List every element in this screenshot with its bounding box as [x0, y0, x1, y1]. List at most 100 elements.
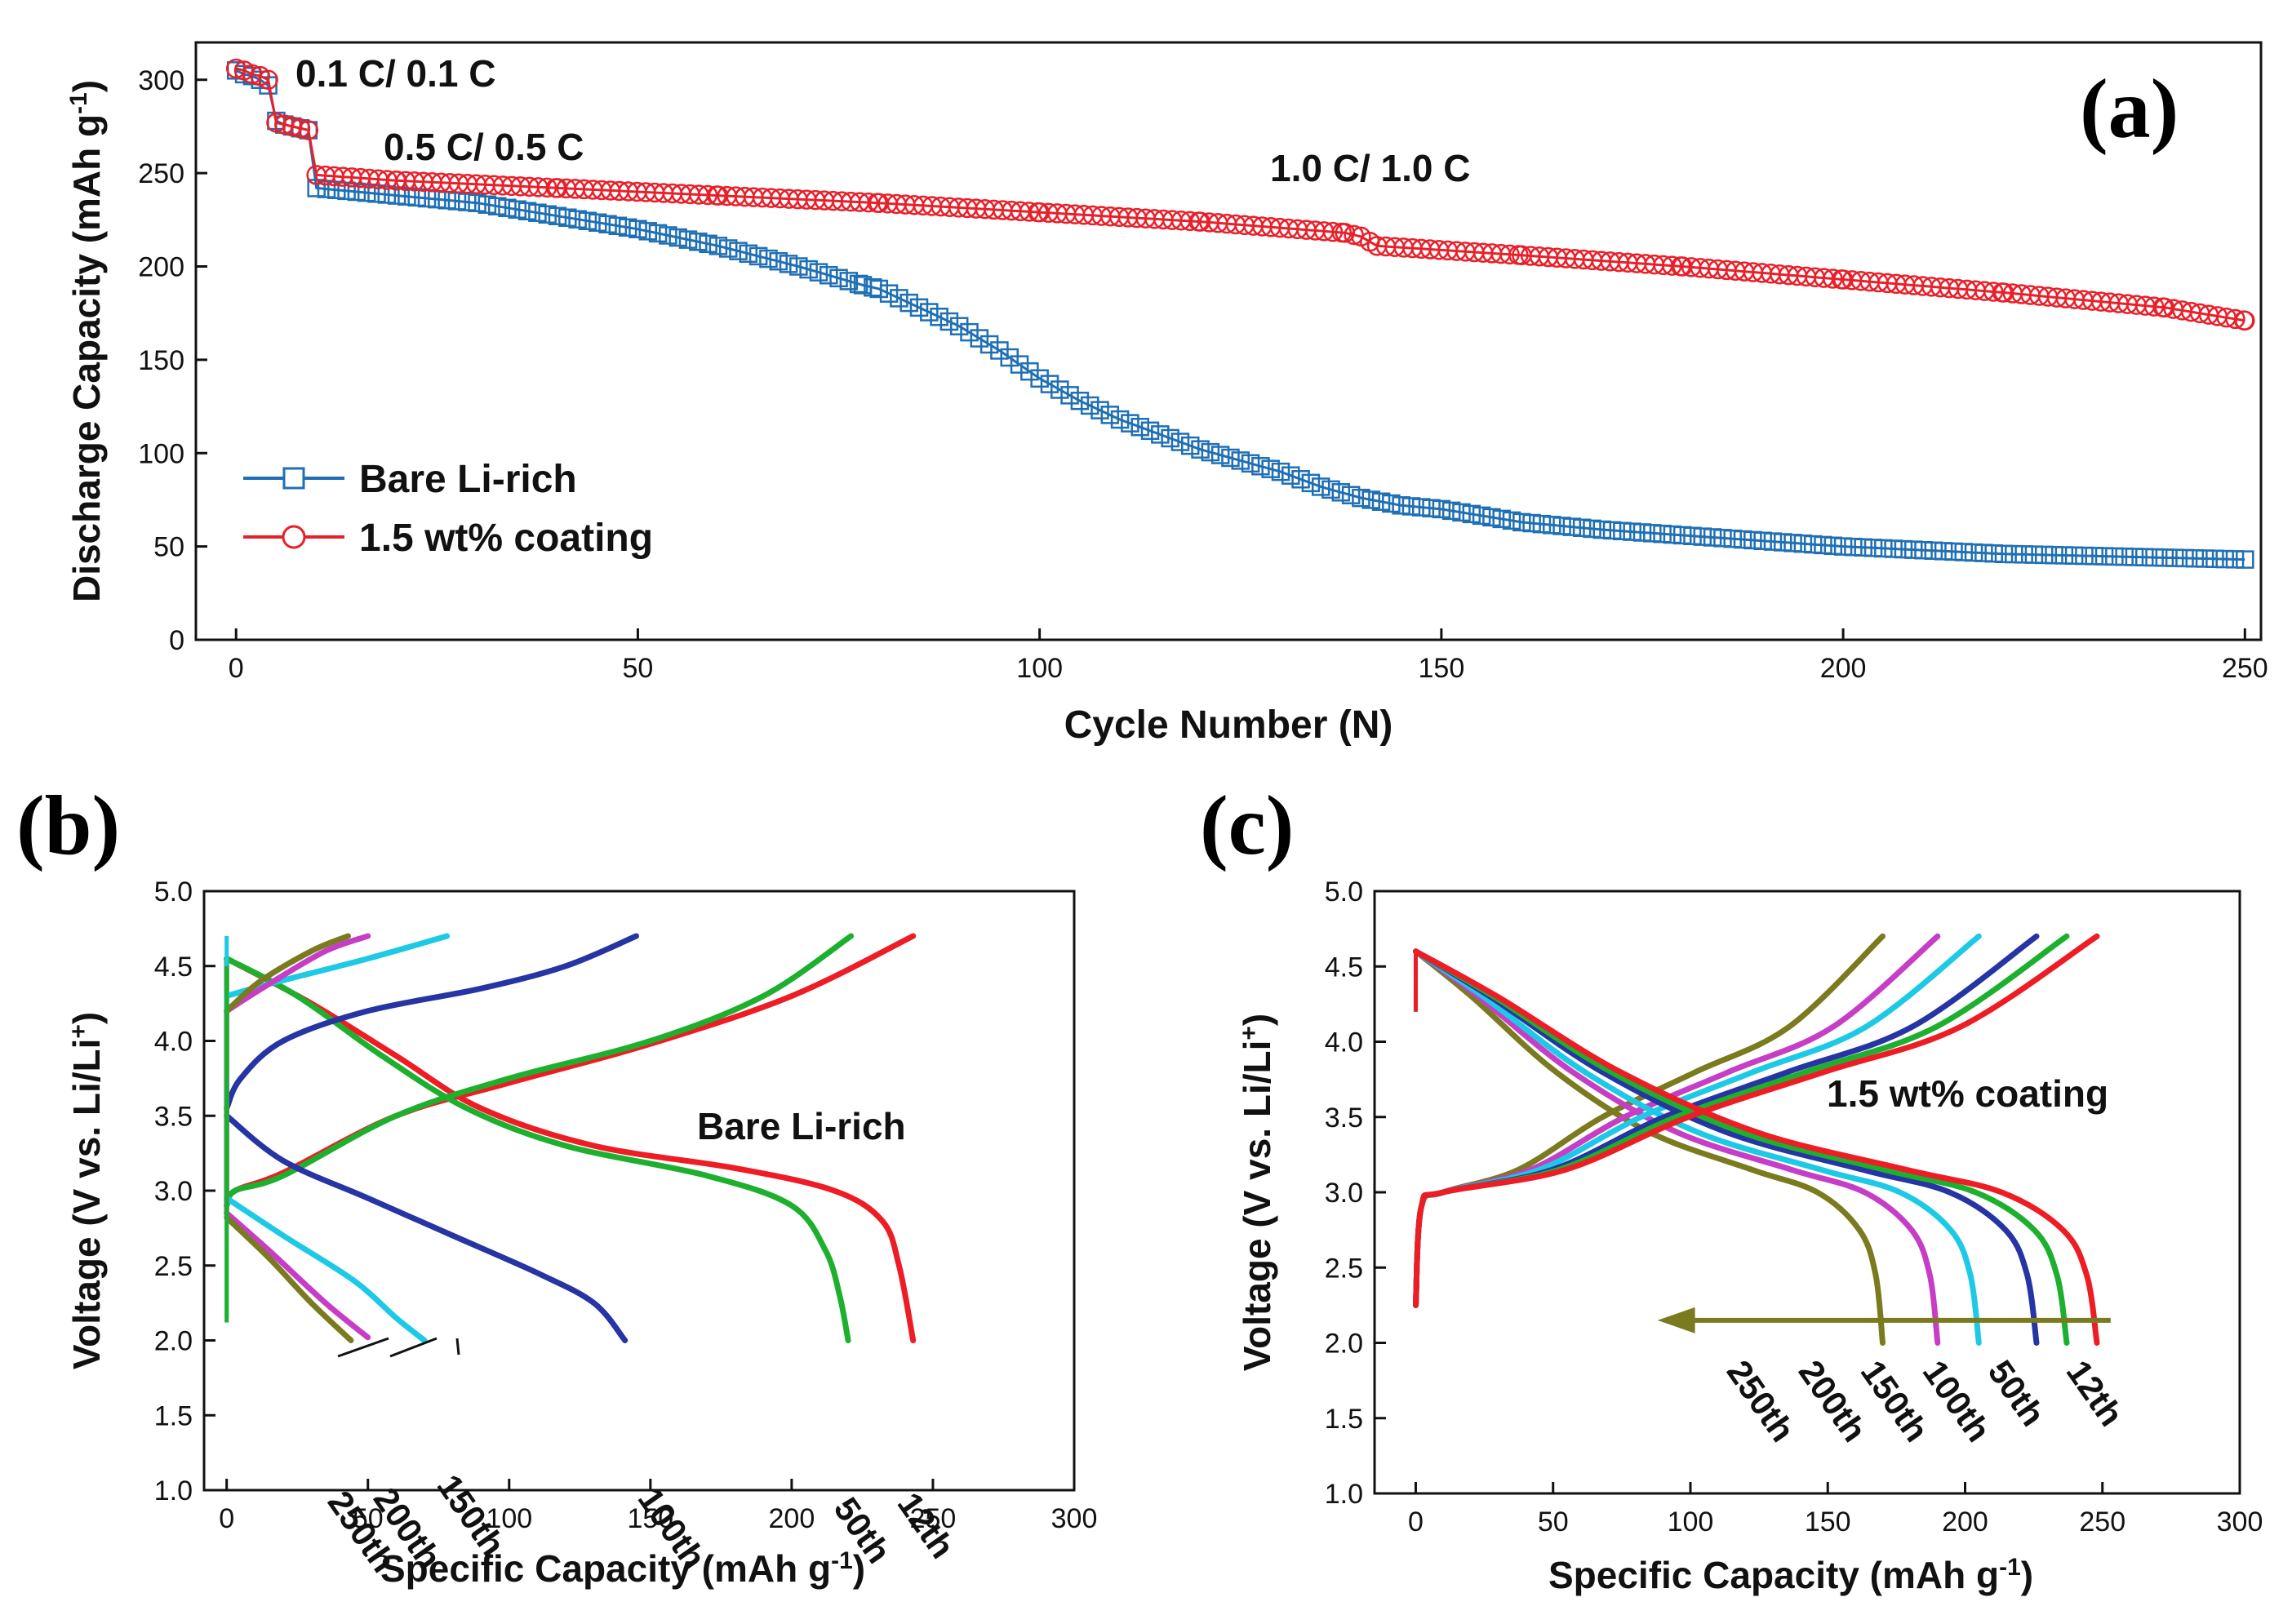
- data-point: [2034, 545, 2054, 565]
- y-tick-label: 150: [138, 345, 184, 376]
- data-point: [970, 329, 989, 348]
- axis-title-main: Specific Capacity (mAh g: [1548, 1554, 1999, 1596]
- annotation-rate-1.0C: 1.0 C/ 1.0 C: [1270, 147, 1470, 189]
- data-point: [290, 118, 311, 139]
- discharge-curve: [1413, 948, 1941, 1346]
- data-point: [729, 242, 748, 260]
- cycle-label-200th: 200th: [1792, 1353, 1874, 1449]
- data-point: [1412, 498, 1431, 517]
- data-point: [708, 237, 728, 255]
- data-point: [1241, 454, 1260, 473]
- discharge-curve: [1413, 948, 1982, 1346]
- label-pointer: [337, 1337, 389, 1358]
- data-point: [990, 341, 1009, 360]
- data-point: [2225, 550, 2245, 569]
- data-point: [1000, 348, 1019, 367]
- data-point: [1191, 440, 1210, 459]
- data-point: [2195, 549, 2214, 568]
- data-point: [1179, 211, 1200, 232]
- data-point: [1499, 244, 1520, 265]
- y-tick-label: 4.5: [154, 952, 193, 983]
- data-point: [538, 205, 557, 224]
- data-point: [829, 268, 848, 288]
- data-point: [1140, 421, 1160, 441]
- data-point: [1462, 504, 1481, 524]
- data-point: [1301, 473, 1321, 493]
- data-point: [689, 232, 708, 251]
- x-axis-title: Cycle Number (N): [1064, 703, 1393, 747]
- legend-marker: [282, 525, 306, 549]
- charge-curve: [224, 933, 917, 1209]
- y-axis-title: Voltage (V vs. Li/Li+): [65, 1012, 109, 1369]
- data-point: [1090, 401, 1109, 419]
- data-point: [890, 289, 908, 308]
- data-point: [1884, 539, 1903, 558]
- data-point: [1672, 526, 1692, 545]
- data-point: [699, 234, 717, 254]
- label-pointer: [455, 1338, 460, 1356]
- data-point: [1019, 202, 1040, 222]
- data-point: [1371, 492, 1391, 511]
- data-point: [1613, 521, 1632, 541]
- y-tick-label: 1.5: [1325, 1404, 1363, 1435]
- panel-a: 0 50 100 150 200 250 0 50 100 150 200 250 300 Bare Li…: [65, 41, 2268, 747]
- data-point: [899, 293, 918, 313]
- plot-title: Bare Li-rich: [697, 1105, 906, 1147]
- data-point: [1863, 539, 1883, 557]
- legend-label: Bare Li-rich: [359, 458, 577, 501]
- data-point: [347, 182, 366, 202]
- axis-title-main: Specific Capacity (mAh g: [380, 1547, 831, 1590]
- x-tick-label: 200: [769, 1503, 815, 1534]
- data-point: [558, 208, 577, 227]
- y-tick-label: 1.0: [154, 1475, 193, 1506]
- x-tick-label: 150: [627, 1503, 673, 1534]
- data-point: [2143, 296, 2165, 317]
- panel-c: 0 50 100 150 200 250 300 1.0 1.5 2.0 2.5 3.0 3.5 4.0 4…: [1200, 779, 2263, 1596]
- series-bare-li-rich: [226, 61, 2254, 569]
- data-point: [659, 226, 677, 245]
- discharge-curve: [224, 956, 851, 1343]
- plot-frame: [194, 41, 2263, 641]
- data-point: [2014, 545, 2033, 564]
- data-point: [1321, 480, 1340, 499]
- data-point: [1040, 375, 1059, 393]
- data-point: [1653, 524, 1672, 544]
- data-point: [789, 257, 808, 276]
- data-point: [1512, 512, 1531, 532]
- data-point: [1401, 497, 1421, 516]
- data-point: [2085, 547, 2103, 566]
- data-point: [1322, 221, 1344, 242]
- data-point: [468, 193, 486, 212]
- axis-title-end: ): [65, 80, 108, 92]
- data-point: [638, 222, 657, 241]
- x-tick-label: 0: [219, 1503, 234, 1534]
- curve-250th: [224, 933, 354, 1343]
- charge-curve: [224, 933, 855, 1209]
- x-tick-label: 50: [1538, 1506, 1569, 1537]
- data-point: [1803, 535, 1823, 554]
- cycle-label-250th: 250th: [1720, 1353, 1802, 1449]
- data-point: [2155, 548, 2174, 567]
- data-point: [1934, 542, 1953, 561]
- data-point: [799, 260, 818, 279]
- axis-title-sup: +: [1236, 1026, 1263, 1040]
- curve-12th: [1413, 933, 2100, 1346]
- x-axis-title: Specific Capacity (mAh g-1): [1548, 1554, 2033, 1597]
- y-tick-label: 250: [138, 158, 184, 189]
- y-tick-label: 3.0: [154, 1176, 193, 1207]
- data-point: [517, 202, 537, 220]
- axis-title-main: Discharge Capacity (mAh g: [65, 114, 108, 602]
- data-point: [2045, 545, 2063, 565]
- data-point: [1823, 268, 1843, 289]
- data-point: [2005, 544, 2023, 564]
- data-point: [2094, 547, 2114, 566]
- y-tick-label: 4.5: [1325, 952, 1363, 983]
- data-point: [1100, 406, 1120, 424]
- data-point: [1180, 436, 1200, 455]
- data-point: [1130, 417, 1149, 437]
- data-point: [1623, 522, 1641, 541]
- data-point: [2125, 548, 2144, 566]
- data-point: [1281, 466, 1300, 485]
- label-pointer: [389, 1337, 438, 1358]
- y-tick-label: 3.5: [1325, 1103, 1363, 1134]
